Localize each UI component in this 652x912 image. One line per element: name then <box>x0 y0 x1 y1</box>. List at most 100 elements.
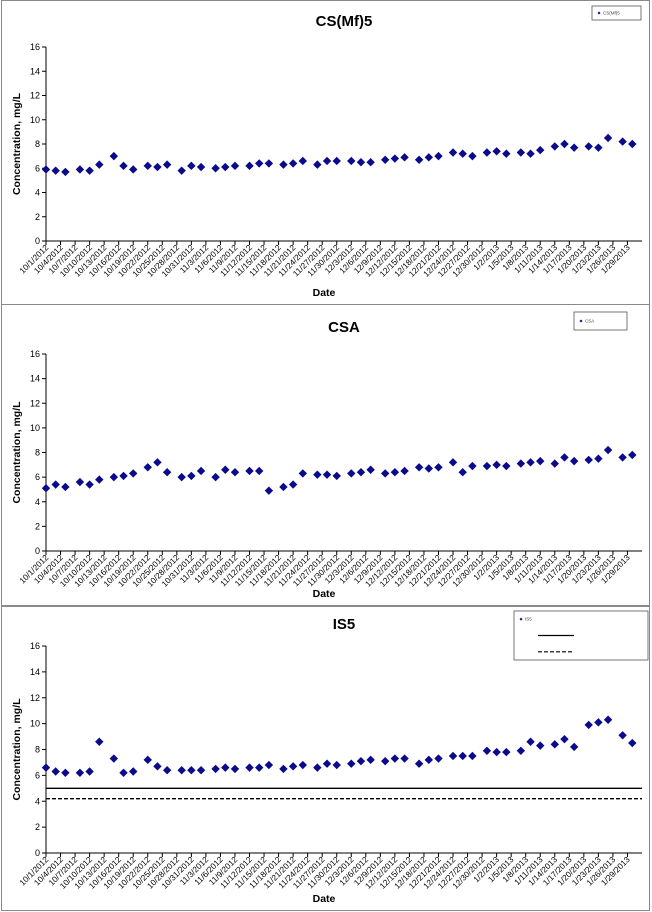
data-point <box>468 751 477 761</box>
data-point <box>85 767 94 776</box>
data-point <box>143 463 152 472</box>
data-point <box>288 762 298 771</box>
data-point <box>356 157 366 167</box>
data-point <box>162 766 172 775</box>
y-tick-label: 0 <box>35 848 40 858</box>
data-point <box>255 763 264 772</box>
data-point <box>618 137 627 146</box>
y-tick-label: 8 <box>35 745 40 755</box>
data-point <box>584 455 593 465</box>
data-point <box>434 463 443 472</box>
y-tick-label: 2 <box>35 212 40 222</box>
chart-title: IS5 <box>333 616 356 633</box>
y-tick-label: 10 <box>30 719 40 729</box>
data-point <box>458 468 467 477</box>
y-tick-label: 10 <box>30 423 40 433</box>
data-point <box>221 763 230 772</box>
data-point <box>177 166 186 175</box>
data-point <box>41 484 51 493</box>
data-point <box>628 738 637 748</box>
data-point <box>187 471 196 481</box>
data-point <box>526 737 535 746</box>
chart-panel-csa: CSA 0 2 4 6 8 10 12 14 16 Concentration, mg/L 10/1/… <box>1 304 650 606</box>
data-point <box>279 160 288 169</box>
data-point <box>75 768 85 777</box>
data-point <box>347 759 356 768</box>
data-point <box>424 755 433 765</box>
data-point <box>196 466 206 476</box>
data-point <box>536 456 545 466</box>
y-tick-label: 16 <box>30 641 40 651</box>
data-point <box>400 466 409 476</box>
data-point <box>424 153 433 162</box>
data-point <box>594 718 603 727</box>
data-point <box>264 760 274 770</box>
data-point <box>468 461 477 471</box>
data-point <box>313 763 322 772</box>
legend-label: IS5 <box>525 617 532 622</box>
y-tick-label: 8 <box>35 139 40 149</box>
legend-label: CSA <box>585 319 594 324</box>
data-point <box>434 151 443 161</box>
data-point <box>51 480 60 489</box>
data-point <box>502 461 511 471</box>
data-point <box>400 153 409 162</box>
data-point <box>594 454 603 463</box>
data-point <box>526 458 535 467</box>
data-point <box>322 470 332 479</box>
data-point <box>366 465 375 474</box>
data-point <box>288 480 298 489</box>
data-point <box>119 161 128 171</box>
legend-box <box>591 5 642 21</box>
data-point <box>618 453 627 462</box>
data-point <box>516 746 526 755</box>
legend-box <box>513 610 649 661</box>
data-point <box>584 720 593 730</box>
data-point <box>298 760 308 770</box>
data-point <box>550 740 559 749</box>
y-axis-label: Concentration, mg/L <box>11 92 23 195</box>
data-point <box>61 768 70 777</box>
data-point <box>313 470 322 479</box>
data-point <box>187 766 196 775</box>
data-point <box>153 762 162 771</box>
legend-box <box>573 311 628 331</box>
data-point <box>298 156 308 166</box>
data-point <box>468 151 477 161</box>
data-point <box>230 161 240 171</box>
data-point <box>550 142 559 151</box>
data-point <box>332 156 341 166</box>
data-point <box>526 149 535 158</box>
y-tick-label: 0 <box>35 546 40 556</box>
data-point <box>153 458 162 467</box>
legend-marker-icon <box>597 11 601 15</box>
data-point <box>603 445 613 455</box>
y-tick-label: 14 <box>30 374 40 384</box>
y-tick-label: 14 <box>30 66 40 76</box>
data-point <box>458 751 467 761</box>
data-point <box>618 731 627 740</box>
data-point <box>448 148 458 157</box>
data-point <box>390 154 400 163</box>
data-point <box>119 768 128 777</box>
data-point <box>414 463 424 472</box>
y-tick-label: 10 <box>30 115 40 125</box>
y-tick-label: 2 <box>35 521 40 531</box>
data-point <box>332 471 341 481</box>
y-tick-label: 4 <box>35 796 40 806</box>
data-point <box>143 161 152 171</box>
data-point <box>230 468 240 477</box>
data-point <box>492 460 501 470</box>
data-point <box>458 149 467 158</box>
y-tick-label: 6 <box>35 770 40 780</box>
data-point <box>75 165 85 174</box>
data-point <box>356 468 366 477</box>
data-point <box>584 142 593 151</box>
data-point <box>211 164 220 173</box>
data-point <box>61 482 70 492</box>
data-point <box>313 160 322 169</box>
data-point <box>569 143 579 152</box>
data-point <box>482 746 492 755</box>
data-point <box>109 472 119 482</box>
